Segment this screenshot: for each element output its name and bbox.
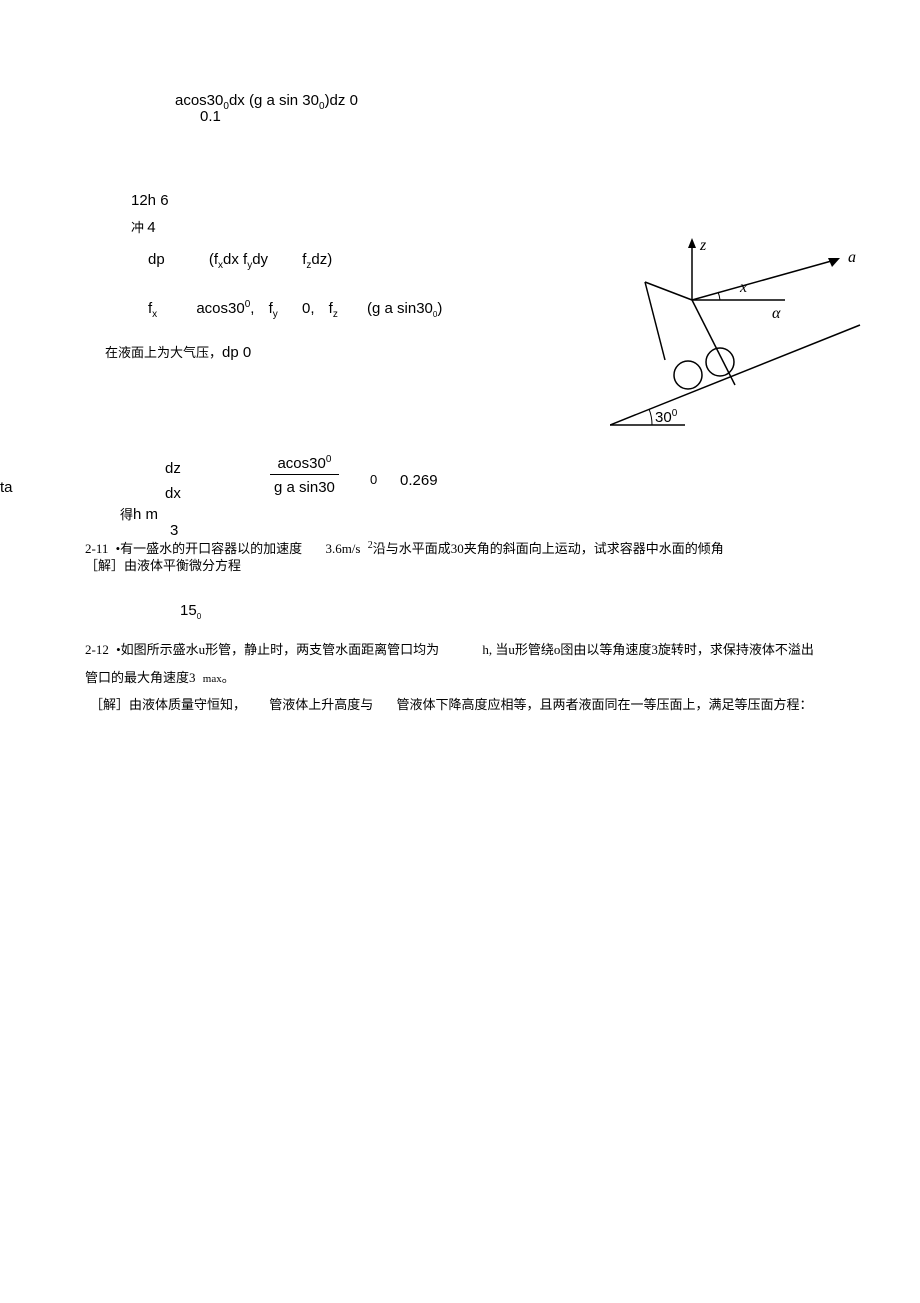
text-atmospheric: 在液面上为大气压，dp 0 bbox=[105, 342, 251, 361]
formula-text: acos30 bbox=[175, 92, 223, 109]
solution-2-11: ［解］由液体平衡微分方程 bbox=[85, 555, 241, 574]
angle-15: 150 bbox=[180, 602, 201, 621]
wheel-right bbox=[706, 348, 734, 376]
problem-text: 有一盛水的开口容器以的加速度 bbox=[120, 541, 302, 556]
z-axis-label: z bbox=[699, 237, 707, 254]
h-value: h, bbox=[482, 642, 492, 657]
formula-text: dy bbox=[252, 251, 268, 268]
comma: , bbox=[310, 300, 314, 317]
acceleration-value: 3.6m/s bbox=[325, 541, 360, 556]
inclined-plane-diagram: z x a α 300 bbox=[610, 230, 890, 450]
problem-text: 如图所示盛水u形管，静止时，两支管水面距离管口均为 bbox=[121, 642, 440, 657]
formula-value: 0.1 bbox=[200, 108, 221, 125]
dp-text: dp bbox=[148, 251, 165, 268]
problem-text: 管口的最大角速度3 bbox=[85, 670, 196, 685]
angle-30-label: 300 bbox=[655, 408, 678, 426]
problem-num: 2-12 bbox=[85, 642, 109, 657]
formula-text: (f bbox=[209, 251, 218, 268]
diagram-svg: z x a α 300 bbox=[610, 230, 890, 450]
value-12h6: 12h 6 bbox=[131, 192, 169, 209]
text-hm: 得h m bbox=[120, 504, 158, 524]
gasin-text: (g a sin30 bbox=[367, 300, 433, 317]
ta-text: ta bbox=[0, 479, 13, 496]
period: 。 bbox=[222, 670, 235, 685]
angle-30-arc bbox=[649, 409, 652, 425]
num-text: acos30 bbox=[277, 455, 325, 472]
container-top bbox=[645, 282, 692, 300]
problem-text-2: 当u形管绕o囹由以等角速度3旋转时，求保持液体不溢出 bbox=[495, 642, 814, 657]
angle-value: 15 bbox=[180, 602, 197, 619]
acos-text: acos30 bbox=[196, 300, 244, 317]
fraction-dzdx: dz dx bbox=[165, 460, 181, 502]
denominator: g a sin30 bbox=[270, 475, 339, 500]
formula-dp: dp (fxdx fydy fzdz) bbox=[148, 251, 332, 271]
hm-text: h m bbox=[133, 506, 158, 523]
solution-text-2: 管液体上升高度与 bbox=[269, 697, 373, 712]
text-chong-4: 冲 4 bbox=[131, 217, 156, 237]
problem-num: 2-11 bbox=[85, 541, 108, 556]
problem-2-12-line1: 2-12 •如图所示盛水u形管，静止时，两支管水面距离管口均为 h, 当u形管绕… bbox=[85, 639, 814, 658]
a-vector-label: a bbox=[848, 249, 856, 266]
sup-zero: 0 bbox=[370, 472, 377, 487]
x-axis-label: x bbox=[739, 279, 747, 296]
subscript-x: x bbox=[152, 309, 157, 320]
max-subscript: max bbox=[203, 673, 222, 685]
incline-line bbox=[610, 325, 860, 425]
de-char: 得 bbox=[120, 507, 133, 522]
formula-text: dx f bbox=[223, 251, 247, 268]
formula-text: dx (g a sin 30 bbox=[229, 92, 319, 109]
dz-text: dz) bbox=[311, 251, 332, 268]
dx-text: dx bbox=[165, 485, 181, 502]
z-axis-arrow bbox=[688, 238, 696, 248]
dp-zero: dp 0 bbox=[222, 344, 251, 361]
formula-text: )dz 0 bbox=[325, 92, 358, 109]
result-value: 0.269 bbox=[400, 472, 438, 489]
comma: , bbox=[250, 300, 254, 317]
paren: ) bbox=[437, 300, 442, 317]
solution-text-3: 管液体下降高度应相等，且两者液面同在一等压面上，满足等压面方程： bbox=[397, 697, 813, 712]
chinese-text: 在液面上为大气压， bbox=[105, 345, 222, 360]
problem-2-12-line2: 管口的最大角速度3 max。 bbox=[85, 667, 235, 686]
superscript: 0 bbox=[326, 454, 332, 465]
formula-fx: fx acos300, fy 0, fz (g a sin300) bbox=[148, 299, 442, 320]
a-vector-arrow bbox=[828, 258, 840, 267]
number-3: 3 bbox=[170, 522, 178, 539]
subscript-z: z bbox=[333, 309, 338, 320]
chinese-char: 冲 bbox=[131, 220, 147, 235]
alpha-label: α bbox=[772, 305, 781, 322]
wheel-left bbox=[674, 361, 702, 389]
solution-2-12: ［解］由液体质量守恒知， 管液体上升高度与 管液体下降高度应相等，且两者液面同在… bbox=[90, 694, 813, 713]
fraction-acos: acos300 g a sin30 bbox=[270, 452, 339, 500]
problem-text-2: 沿与水平面成30夹角的斜面向上运动，试求容器中水面的倾角 bbox=[373, 541, 724, 556]
dz-text: dz bbox=[165, 460, 181, 477]
container-left bbox=[645, 282, 665, 360]
numerator: acos300 bbox=[270, 452, 339, 475]
number: 4 bbox=[147, 219, 155, 236]
solution-text-1: ［解］由液体质量守恒知， bbox=[90, 697, 246, 712]
angle-sup: 0 bbox=[197, 612, 201, 621]
subscript-y: y bbox=[273, 309, 278, 320]
a-vector-line bbox=[692, 260, 835, 300]
